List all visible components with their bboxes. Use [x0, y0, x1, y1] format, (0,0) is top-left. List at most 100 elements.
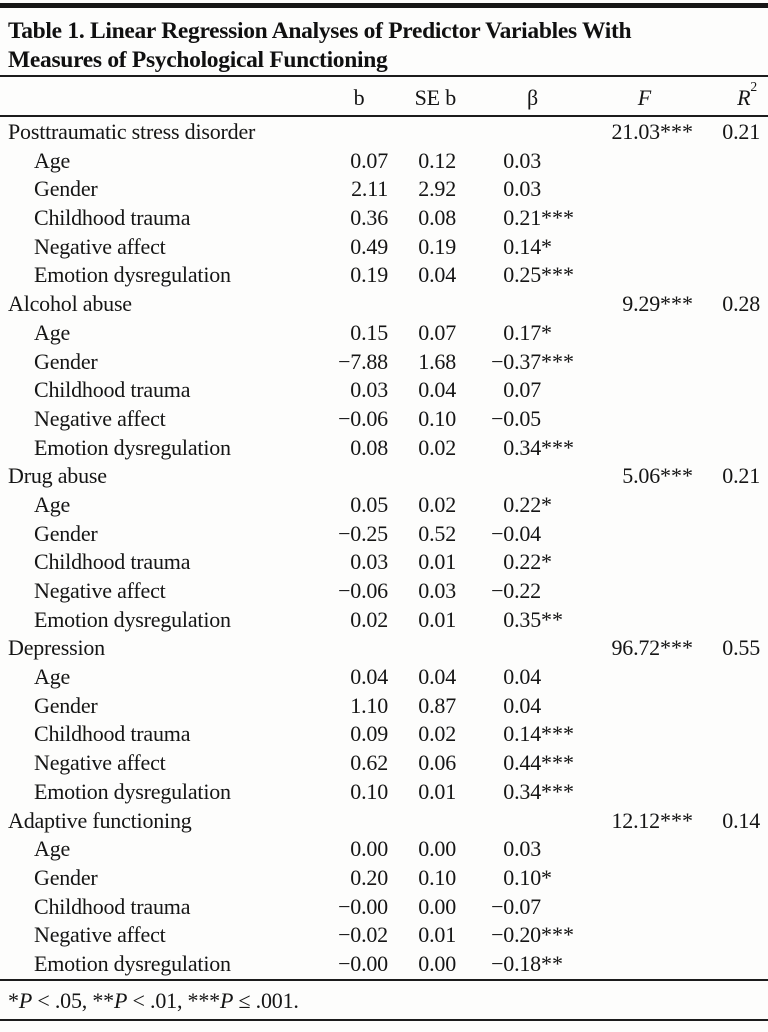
b-value-cell: 0.36	[350, 205, 388, 231]
b-value-cell: −7.88	[338, 348, 388, 374]
r2-value-cell	[690, 261, 760, 290]
significance-footnote: *P < .05, **P < .01, ***P ≤ .001.	[0, 981, 768, 1019]
section-row: Drug abuse 5.06 *** 0.21	[0, 462, 768, 491]
footnote-stars-1: *	[8, 987, 19, 1013]
beta-stars-cell: *	[541, 233, 552, 259]
f-value-cell: 9.29	[622, 291, 660, 317]
beta-value-cell: −0.18	[491, 950, 541, 976]
f-value-cell	[583, 405, 660, 434]
f-stars-cell	[660, 921, 690, 950]
r2-value-cell	[690, 893, 760, 922]
predictor-row: Childhood trauma 0.09 0.02 0.14 ***	[0, 720, 768, 749]
beta-stars-cell: *	[541, 319, 552, 345]
f-stars-cell	[660, 434, 690, 463]
footnote-item: **P < .01,	[92, 988, 187, 1013]
b-value-cell: 0.09	[350, 721, 388, 747]
predictor-row: Childhood trauma 0.03 0.01 0.22 *	[0, 548, 768, 577]
section-label: Depression	[8, 635, 105, 661]
beta-stars-cell: *	[541, 549, 552, 575]
se-b-value-cell: 0.04	[418, 377, 456, 403]
header-b: b	[353, 85, 365, 110]
predictor-label: Gender	[34, 864, 98, 890]
f-stars-cell	[660, 261, 690, 290]
beta-value-cell: 0.14	[503, 233, 541, 259]
f-value-cell	[583, 606, 660, 635]
beta-value-cell: 0.44	[503, 750, 541, 776]
se-b-value-cell: 0.00	[418, 950, 456, 976]
f-stars-cell: ***	[660, 119, 693, 144]
predictor-row: Emotion dysregulation 0.08 0.02 0.34 ***	[0, 434, 768, 463]
predictor-row: Age 0.15 0.07 0.17 *	[0, 319, 768, 348]
predictor-label: Age	[34, 491, 71, 517]
se-b-value-cell: 0.19	[418, 233, 456, 259]
beta-stars-cell: *	[541, 864, 552, 890]
f-stars-cell	[660, 376, 690, 405]
beta-value-cell: −0.37	[491, 348, 541, 374]
beta-value-cell: 0.17	[503, 319, 541, 345]
beta-stars-cell: ***	[541, 205, 574, 231]
footnote-p-symbol: P	[219, 987, 234, 1013]
predictor-row: Negative affect 0.49 0.19 0.14 *	[0, 233, 768, 262]
top-thick-rule	[0, 3, 768, 8]
f-value-cell	[583, 950, 660, 979]
predictor-label: Age	[34, 147, 71, 173]
beta-stars-cell: ***	[541, 721, 574, 747]
predictor-label: Childhood trauma	[34, 893, 191, 919]
f-value-cell	[583, 376, 660, 405]
se-b-value-cell: 0.06	[418, 750, 456, 776]
f-stars-cell	[660, 778, 690, 807]
beta-value-cell: −0.04	[491, 520, 541, 546]
footnote-cond-1: < .05,	[32, 987, 93, 1013]
r2-value-cell	[690, 864, 760, 893]
predictor-label: Age	[34, 319, 71, 345]
predictor-label: Gender	[34, 520, 98, 546]
se-b-value-cell: 0.00	[418, 836, 456, 862]
predictor-row: Age 0.04 0.04 0.04	[0, 663, 768, 692]
r2-value-cell	[690, 204, 760, 233]
beta-value-cell: 0.34	[503, 434, 541, 460]
predictor-label: Gender	[34, 176, 98, 202]
se-b-value-cell	[388, 634, 456, 663]
se-b-value-cell: 0.00	[418, 893, 456, 919]
predictor-row: Childhood trauma 0.36 0.08 0.21 ***	[0, 204, 768, 233]
se-b-value-cell: 0.04	[418, 262, 456, 288]
se-b-value-cell: 0.52	[418, 520, 456, 546]
rule-below-title	[0, 75, 768, 77]
se-b-value-cell: 2.92	[418, 176, 456, 202]
se-b-value-cell	[388, 290, 456, 319]
predictor-row: Negative affect −0.02 0.01 −0.20 ***	[0, 921, 768, 950]
section-row: Adaptive functioning 12.12 *** 0.14	[0, 807, 768, 836]
b-value-cell: −0.06	[338, 405, 388, 431]
b-value-cell: 0.02	[350, 606, 388, 632]
b-value-cell: 0.10	[350, 778, 388, 804]
f-stars-cell	[660, 835, 690, 864]
f-stars-cell	[660, 147, 690, 176]
predictor-row: Gender −0.25 0.52 −0.04	[0, 520, 768, 549]
se-b-value-cell: 0.01	[418, 922, 456, 948]
r2-value-cell	[690, 147, 760, 176]
beta-value-cell	[456, 634, 541, 663]
beta-value-cell: 0.22	[503, 491, 541, 517]
f-value-cell	[583, 577, 660, 606]
b-value-cell	[330, 290, 388, 319]
header-r2-base: R	[737, 85, 751, 110]
section-row: Posttraumatic stress disorder 21.03 *** 0.2…	[0, 118, 768, 147]
beta-stars-cell	[541, 290, 583, 319]
f-stars-cell	[660, 405, 690, 434]
se-b-value-cell: 0.03	[418, 578, 456, 603]
b-value-cell: 2.11	[351, 176, 388, 202]
f-stars-cell	[660, 175, 690, 204]
r2-value-cell: 0.21	[722, 463, 760, 489]
predictor-row: Emotion dysregulation −0.00 0.00 −0.18 **	[0, 950, 768, 979]
f-value-cell	[583, 749, 660, 778]
f-value-cell: 5.06	[622, 463, 660, 489]
r2-value-cell	[690, 319, 760, 348]
predictor-row: Gender 2.11 2.92 0.03	[0, 175, 768, 204]
predictor-label: Negative affect	[34, 922, 166, 948]
predictor-label: Gender	[34, 348, 98, 374]
header-beta: β	[527, 85, 538, 110]
predictor-row: Gender −7.88 1.68 −0.37 ***	[0, 348, 768, 377]
r2-value-cell	[690, 405, 760, 434]
table-title-line-1: Table 1. Linear Regression Analyses of P…	[8, 18, 632, 44]
f-stars-cell	[660, 893, 690, 922]
